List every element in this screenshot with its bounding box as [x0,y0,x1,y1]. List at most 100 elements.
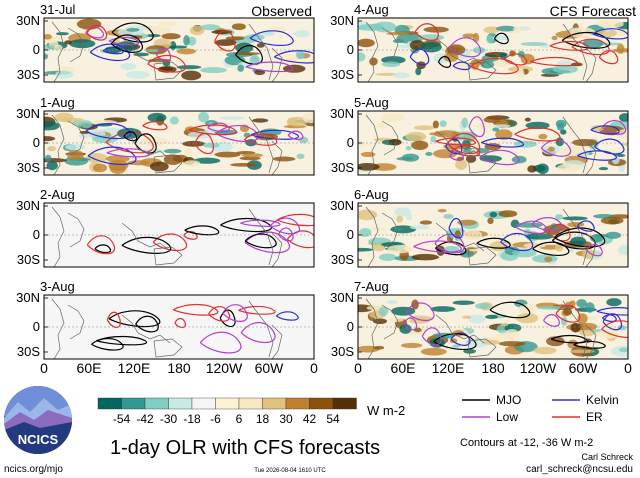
olr-anomaly-patch [420,347,447,356]
olr-anomaly-patch [557,163,583,172]
olr-anomaly-patch [69,39,96,49]
olr-anomaly-patch [181,70,202,81]
olr-anomaly-patch [393,72,410,79]
olr-anomaly-patch [443,245,460,253]
olr-anomaly-patch [425,152,433,156]
olr-anomaly-patch [567,247,575,253]
contour-line [561,31,611,49]
contour-line [106,311,121,328]
y-tick-label: 30S [331,344,354,359]
y-tick-label: 30S [331,67,354,82]
olr-anomaly-patch [378,306,389,316]
panel-date-label: 5-Aug [354,95,389,110]
ncics-logo: NCICS [4,386,72,454]
contour-line [208,305,231,322]
olr-anomaly-patch [64,143,86,151]
olr-anomaly-patch [552,64,578,74]
observed-title: Observed [251,3,312,19]
y-tick-label: 30S [331,160,354,175]
contour-line [244,233,277,249]
olr-anomaly-patch [366,227,386,232]
contour-line [421,327,442,346]
olr-anomaly-patch [117,127,142,139]
x-tick-label: 180 [167,360,191,376]
olr-anomaly-patch [556,122,565,131]
coastline [248,116,274,174]
coastline [381,27,399,63]
olr-anomaly-patch [498,210,518,218]
colorbar-tick-label: 6 [236,412,243,426]
olr-anomaly-patch [56,32,69,36]
olr-anomaly-patch [569,349,595,354]
contour-line [515,220,548,234]
olr-anomaly-patch [618,244,628,256]
legend-label-mjo: MJO [496,393,521,407]
panel-date-label: 6-Aug [354,187,389,202]
contour-line [85,123,132,140]
olr-anomaly-patch [546,336,565,347]
x-tick-label: 120E [432,360,465,376]
olr-anomaly-patch [120,62,137,71]
olr-anomaly-patch [230,162,258,167]
olr-anomaly-patch [536,163,549,175]
contour-line [199,331,242,354]
panel-date-label: 31-Jul [40,2,76,17]
coastline [467,154,497,174]
olr-anomaly-patch [405,213,413,221]
olr-anomaly-patch [376,121,388,129]
olr-anomaly-patch [358,162,380,171]
olr-anomaly-patch [547,146,555,152]
x-tick-label: 120W [520,360,557,376]
coastline [435,130,485,160]
colorbar-tick-label: 30 [279,412,293,426]
olr-anomaly-patch [437,208,447,213]
olr-anomaly-patch [486,35,494,44]
contour-line [214,30,236,52]
coastline [51,298,65,359]
coastline [67,304,85,340]
contour-line [152,233,188,252]
coastline [51,21,65,82]
olr-anomaly-patch [44,44,55,51]
contour-line [590,125,620,135]
olr-anomaly-patch [381,61,401,68]
olr-anomaly-patch [597,19,624,29]
coastline [67,212,85,248]
x-tick-label: 0 [310,360,318,376]
olr-anomaly-patch [360,151,376,157]
coastline [365,21,379,82]
olr-anomaly-patch [249,55,260,65]
olr-anomaly-patch [388,317,404,323]
contour-line [435,137,477,146]
olr-anomaly-patch [55,70,74,79]
y-tick-label: 30N [330,290,354,305]
olr-anomaly-patch [358,228,372,237]
olr-anomaly-patch [92,135,118,144]
axis-labels: 0 60E 120E 180 120W 60W 0 0 60E 120E 180 120W 60W 0 [40,360,632,376]
contour-line [413,240,462,253]
olr-anomaly-patch [430,136,437,143]
coastline [248,208,274,266]
map-panels: 31-Jul30N030S1-Aug30N030S2-Aug30N030S3-A… [16,2,629,360]
coastline [381,304,399,340]
colorbar-swatch [215,397,240,410]
olr-anomaly-patch [492,127,500,132]
olr-anomaly-patch [618,113,628,122]
y-tick-label: 30S [17,344,40,359]
y-tick-label: 0 [347,135,354,150]
colorbar-tick-label: 18 [256,412,270,426]
olr-anomaly-patch [296,153,305,160]
contour-line [598,50,619,65]
panel-date-label: 1-Aug [40,95,75,110]
olr-anomaly-patch [592,233,609,238]
colorbar-tick-label: -54 [113,412,131,426]
coastline [585,232,597,267]
coastline [271,140,283,175]
colorbar-swatch [309,397,334,410]
olr-anomaly-patch [161,33,181,40]
olr-anomaly-patch [433,149,458,159]
olr-anomaly-patch [388,138,402,146]
